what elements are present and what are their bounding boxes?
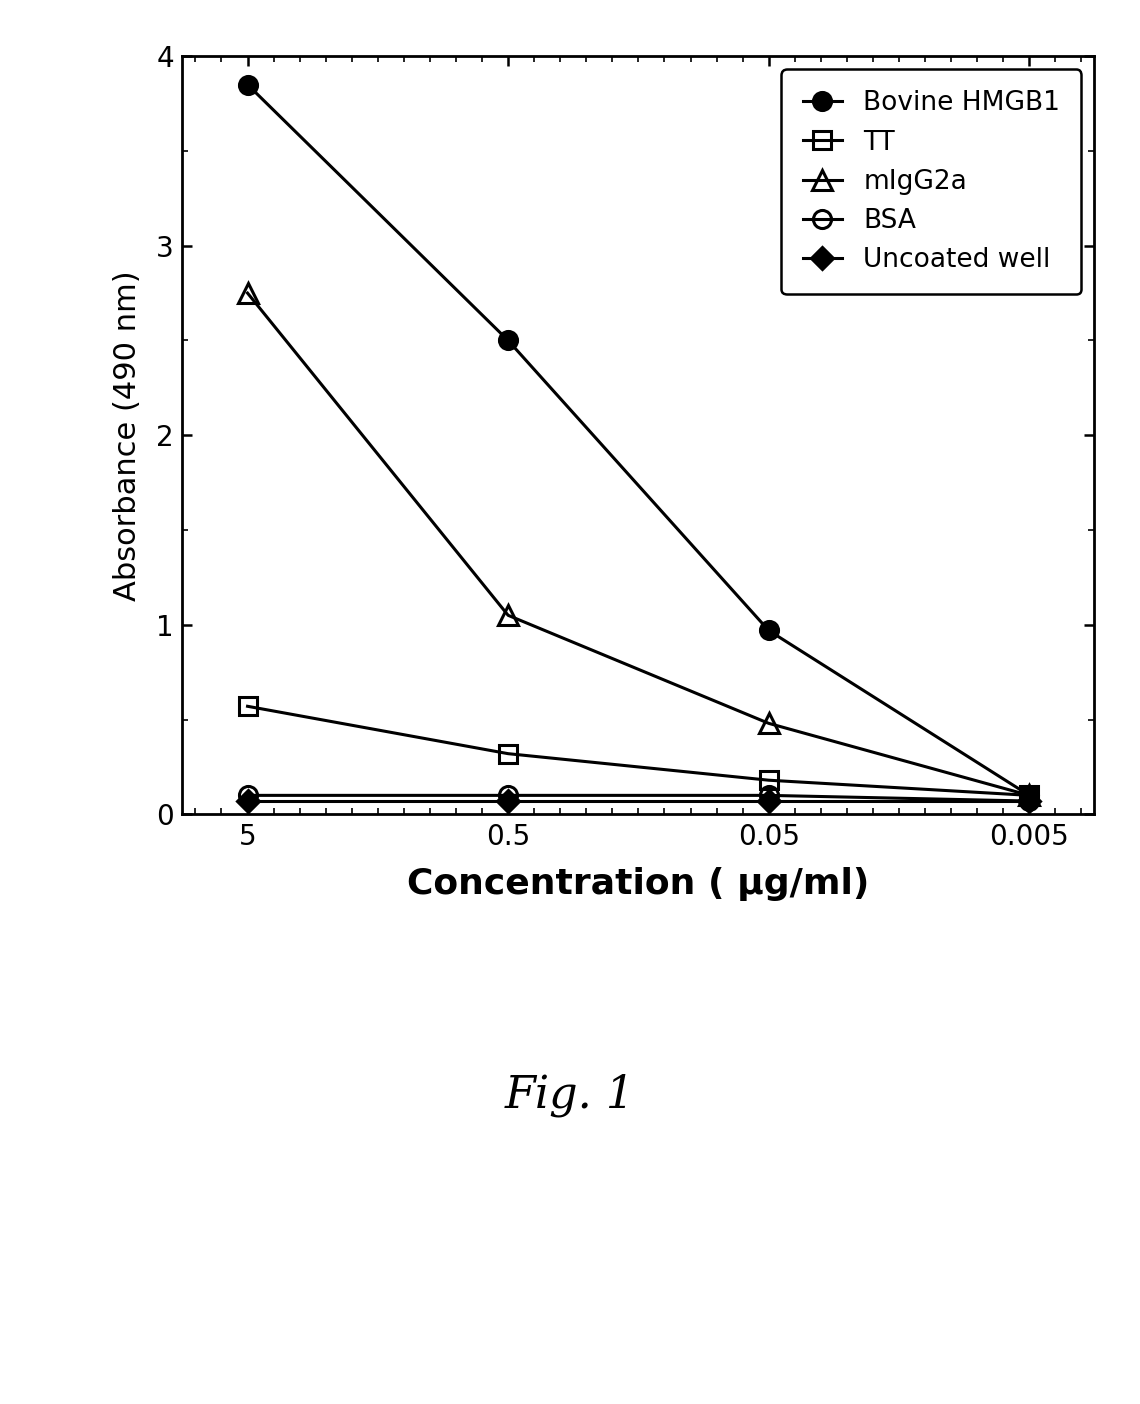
mIgG2a <box>502 607 515 623</box>
Bovine HMGB1 <box>1023 786 1036 803</box>
Bovine HMGB1 <box>241 76 254 93</box>
Line: Uncoated well: Uncoated well <box>239 793 1037 809</box>
Legend: Bovine HMGB1, TT, mIgG2a, BSA, Uncoated well: Bovine HMGB1, TT, mIgG2a, BSA, Uncoated … <box>781 69 1081 295</box>
TT <box>241 698 254 715</box>
Text: Fig. 1: Fig. 1 <box>505 1074 635 1116</box>
TT <box>502 746 515 762</box>
Line: TT: TT <box>238 698 1039 804</box>
Y-axis label: Absorbance (490 nm): Absorbance (490 nm) <box>113 270 142 601</box>
Bovine HMGB1 <box>762 622 775 639</box>
TT <box>762 772 775 789</box>
mIgG2a <box>1023 786 1036 803</box>
Line: mIgG2a: mIgG2a <box>238 284 1039 804</box>
Uncoated well <box>502 793 515 810</box>
mIgG2a <box>762 715 775 731</box>
BSA <box>502 786 515 803</box>
BSA <box>762 786 775 803</box>
Uncoated well <box>762 793 775 810</box>
Uncoated well <box>1023 793 1036 810</box>
mIgG2a <box>241 285 254 302</box>
Uncoated well <box>241 793 254 810</box>
Line: BSA: BSA <box>238 786 1039 810</box>
TT <box>1023 786 1036 803</box>
BSA <box>241 786 254 803</box>
Line: Bovine HMGB1: Bovine HMGB1 <box>238 76 1039 804</box>
X-axis label: Concentration ( μg/ml): Concentration ( μg/ml) <box>407 868 870 901</box>
BSA <box>1023 793 1036 810</box>
Bovine HMGB1 <box>502 331 515 348</box>
